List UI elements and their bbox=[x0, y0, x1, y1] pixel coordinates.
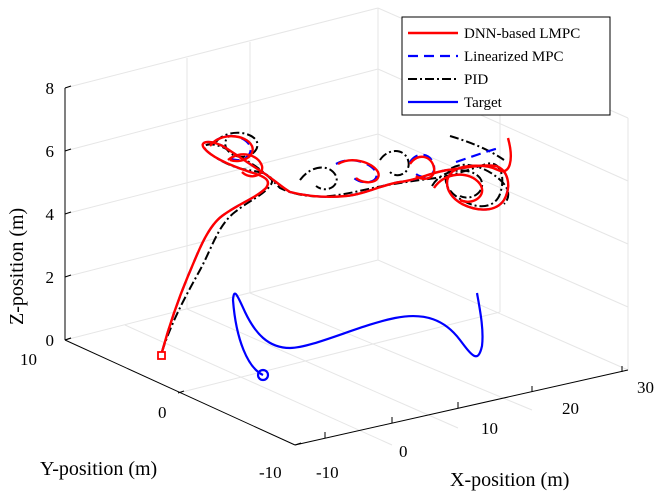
z-tick-label: 2 bbox=[46, 268, 55, 287]
legend-label: Linearized MPC bbox=[464, 49, 564, 65]
pid-upper-tail bbox=[449, 135, 505, 161]
y-tick-label: 0 bbox=[158, 403, 167, 422]
x-axis-line bbox=[294, 369, 629, 446]
gridline-back-z6 bbox=[64, 68, 379, 152]
target-line bbox=[231, 292, 484, 376]
z-tick-label: 4 bbox=[46, 205, 55, 224]
pid-loop-cluster bbox=[431, 169, 483, 199]
x-tick-label: 10 bbox=[481, 419, 498, 438]
dnn-loop-right bbox=[409, 155, 436, 180]
gridline-floor-x20 bbox=[249, 292, 533, 411]
pid-loop-right bbox=[379, 150, 410, 177]
pid-loop-mid bbox=[299, 166, 338, 191]
dnn-start-marker bbox=[157, 351, 166, 360]
x-tick-label: -10 bbox=[316, 463, 339, 482]
gridline-back-z8 bbox=[64, 7, 379, 89]
gridline-back-z4 bbox=[64, 133, 379, 215]
x-axis-label: X-position (m) bbox=[450, 469, 569, 491]
x-tick-label: 30 bbox=[637, 378, 654, 397]
gridline-floor-x10 bbox=[186, 308, 459, 429]
gridline-floor-x0 bbox=[124, 324, 393, 446]
dnn-loop-left bbox=[227, 153, 264, 178]
gridline-back-z2 bbox=[64, 196, 379, 278]
legend-label: Target bbox=[464, 95, 503, 111]
x-tick-label: 20 bbox=[562, 399, 579, 418]
y-axis-label: Y-position (m) bbox=[40, 458, 157, 480]
dnn-line bbox=[160, 137, 512, 353]
y-tick-label: 10 bbox=[20, 350, 37, 369]
x-tick-label: 0 bbox=[399, 442, 408, 461]
z-axis-label: Z-position (m) bbox=[6, 208, 28, 325]
x-ticks: -10 0 10 20 30 bbox=[316, 366, 654, 482]
legend-entry: PID bbox=[408, 72, 488, 88]
gridline-floor-back bbox=[64, 259, 379, 341]
z-ticks: 8 6 4 2 0 bbox=[46, 79, 72, 350]
dnn-loop-cluster bbox=[432, 173, 484, 203]
y-tick-label: -10 bbox=[259, 463, 282, 482]
gridline-right-z0 bbox=[377, 259, 629, 371]
z-tick-label: 0 bbox=[46, 331, 55, 350]
dnn-loop-upper bbox=[209, 135, 254, 163]
gridline-right-z4 bbox=[377, 133, 629, 245]
z-tick-label: 6 bbox=[46, 142, 55, 161]
z-tick-label: 8 bbox=[46, 79, 55, 98]
legend-entry: Linearized MPC bbox=[408, 49, 564, 65]
linearized-upper-tail bbox=[455, 146, 501, 164]
legend-label: PID bbox=[464, 72, 488, 88]
series-target bbox=[231, 292, 484, 382]
pid-line bbox=[161, 143, 510, 353]
dnn-loop-mid bbox=[337, 159, 380, 184]
legend-entry: DNN-based LMPC bbox=[408, 26, 580, 42]
legend: DNN-based LMPC Linearized MPC PID Target bbox=[401, 16, 611, 116]
series-dnn bbox=[157, 135, 512, 360]
legend-entry: Target bbox=[408, 95, 503, 111]
target-start-marker bbox=[256, 368, 270, 382]
gridline-floor-y0 bbox=[177, 311, 501, 394]
legend-label: DNN-based LMPC bbox=[464, 26, 580, 42]
gridline-right-z2 bbox=[377, 196, 629, 308]
y-ticks: 10 0 -10 bbox=[20, 337, 302, 482]
series-pid bbox=[161, 131, 510, 353]
